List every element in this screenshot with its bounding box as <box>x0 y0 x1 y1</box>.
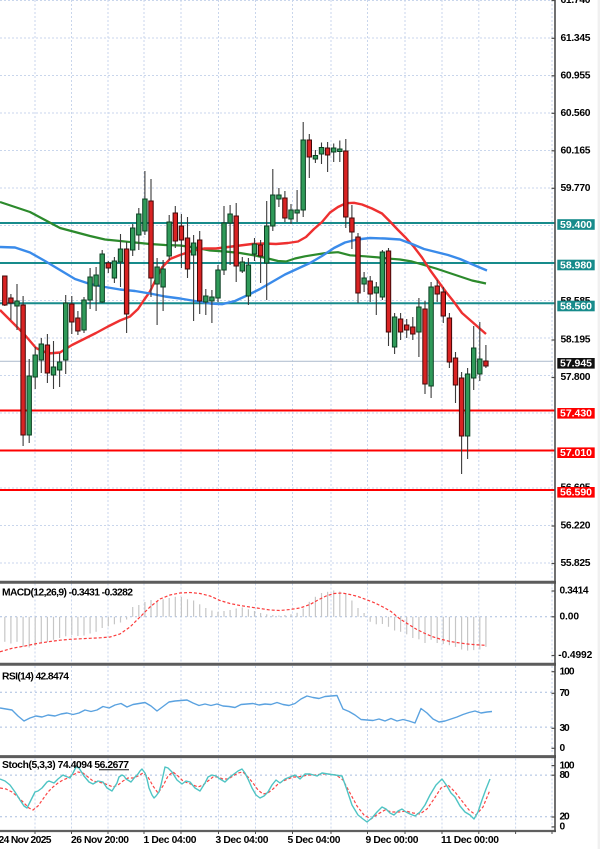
svg-text:MACD(12,26,9) -0.3431 -0.3282: MACD(12,26,9) -0.3431 -0.3282 <box>2 588 133 599</box>
svg-text:58.195: 58.195 <box>561 335 591 346</box>
svg-text:9 Dec 00:00: 9 Dec 00:00 <box>366 835 419 846</box>
svg-text:-0.4992: -0.4992 <box>558 650 592 661</box>
svg-text:1 Dec 04:00: 1 Dec 04:00 <box>144 835 197 846</box>
svg-text:60.560: 60.560 <box>561 108 591 119</box>
svg-text:59.770: 59.770 <box>561 183 591 194</box>
svg-text:26 Nov 20:00: 26 Nov 20:00 <box>71 835 129 846</box>
svg-text:80: 80 <box>560 770 571 781</box>
svg-text:58.980: 58.980 <box>560 259 592 271</box>
svg-text:5 Dec 04:00: 5 Dec 04:00 <box>288 835 341 846</box>
svg-text:100: 100 <box>560 760 575 771</box>
svg-text:58.560: 58.560 <box>560 300 592 312</box>
svg-text:20: 20 <box>560 812 571 823</box>
svg-text:60.955: 60.955 <box>561 71 591 82</box>
svg-text:57.430: 57.430 <box>560 408 592 420</box>
svg-text:57.800: 57.800 <box>561 372 591 383</box>
svg-text:56.590: 56.590 <box>560 487 592 499</box>
svg-text:0: 0 <box>560 743 566 754</box>
svg-text:0: 0 <box>560 822 566 833</box>
svg-text:57.010: 57.010 <box>560 447 592 459</box>
svg-text:3 Dec 04:00: 3 Dec 04:00 <box>216 835 269 846</box>
svg-text:57.945: 57.945 <box>560 358 592 370</box>
svg-text:30: 30 <box>560 723 571 734</box>
svg-text:0.00: 0.00 <box>560 611 580 622</box>
svg-text:Stoch(5,3,3) 74.4094 56.2677: Stoch(5,3,3) 74.4094 56.2677 <box>2 760 129 771</box>
svg-text:24 Nov 2025: 24 Nov 2025 <box>0 835 52 846</box>
svg-text:61.740: 61.740 <box>561 0 591 6</box>
svg-text:11 Dec 00:00: 11 Dec 00:00 <box>441 835 499 846</box>
svg-text:56.220: 56.220 <box>561 521 591 532</box>
svg-text:59.400: 59.400 <box>560 219 592 231</box>
svg-text:70: 70 <box>560 688 571 699</box>
svg-text:0.3414: 0.3414 <box>560 586 589 597</box>
svg-text:60.165: 60.165 <box>561 146 591 157</box>
svg-text:61.345: 61.345 <box>561 33 591 44</box>
svg-text:100: 100 <box>560 666 575 677</box>
svg-text:RSI(14) 42.8474: RSI(14) 42.8474 <box>2 672 69 683</box>
svg-text:55.825: 55.825 <box>561 558 591 569</box>
